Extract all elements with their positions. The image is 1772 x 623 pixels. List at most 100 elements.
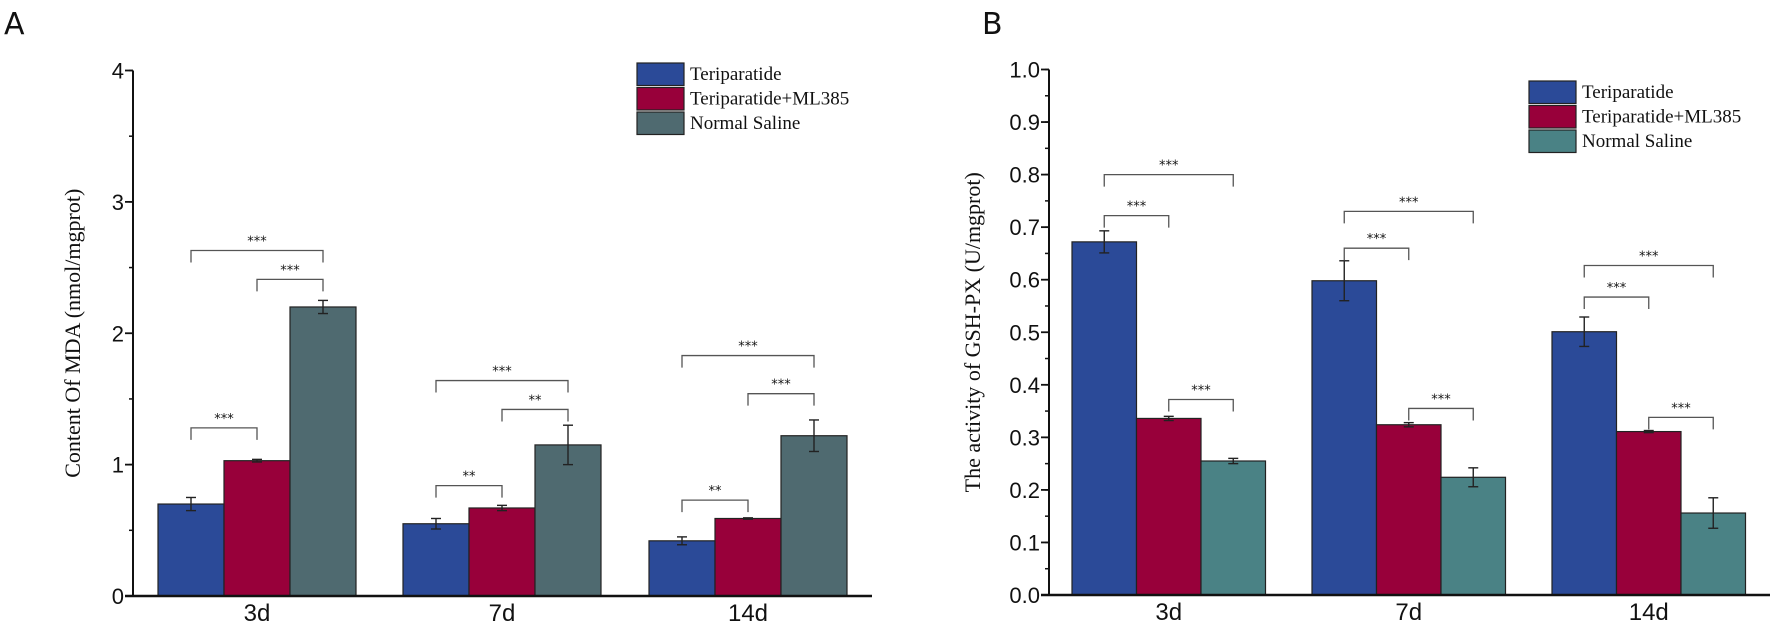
bar-teriparatide-3d [1071, 241, 1138, 596]
error-bar [318, 299, 328, 315]
bar-saline_b-3d [1200, 460, 1267, 596]
significance-label: *** [1431, 392, 1451, 407]
bar-teriparatide-7d [402, 523, 470, 597]
x-tick-label: 7d [489, 600, 516, 623]
error-bar [563, 424, 573, 466]
significance-bracket [190, 249, 324, 263]
bar-teriparatide_ml385-7d [468, 507, 536, 597]
error-bar [809, 419, 819, 453]
significance-bracket [190, 427, 258, 440]
error-bar [1403, 421, 1414, 428]
significance-label: *** [280, 263, 300, 278]
error-bar [677, 536, 687, 546]
significance-label: ** [529, 393, 543, 408]
error-bar [186, 496, 196, 512]
significance-label: ** [709, 484, 723, 499]
y-axis-label: The activity of GSH-PX (U/mgprot) [960, 172, 985, 492]
bar-saline_a-14d [780, 435, 848, 597]
legend-swatch-teriparatide [1528, 80, 1577, 105]
legend-swatch-teriparatide_ml385 [636, 86, 685, 111]
bar-teriparatide-3d [157, 503, 225, 597]
error-bar [252, 458, 262, 463]
significance-label: *** [771, 378, 791, 393]
error-bar [1579, 316, 1590, 348]
y-tick-label: 2 [112, 321, 124, 346]
y-tick-label: 1.0 [1009, 58, 1040, 83]
significance-bracket [747, 393, 815, 406]
significance-bracket [1168, 398, 1234, 412]
legend: Teriparatide Teriparatide+ML385 Normal Sal… [1528, 80, 1741, 154]
error-bar [743, 517, 753, 520]
legend-label: Teriparatide+ML385 [690, 89, 849, 110]
bar-saline_b-7d [1440, 476, 1507, 596]
error-bar [1339, 260, 1350, 302]
significance-bracket [1583, 264, 1714, 278]
significance-label: *** [1671, 401, 1691, 416]
legend-label: Normal Saline [690, 113, 800, 134]
significance-bracket [1408, 407, 1474, 421]
y-tick-label: 4 [112, 59, 124, 84]
legend-label: Teriparatide [690, 64, 782, 85]
significance-label: *** [1191, 384, 1211, 399]
chart-panel-b: *** *** *** *** *** *** *** *** *** 0.0 0.1 0.2 0.3 0… [960, 58, 1770, 623]
error-bar [431, 517, 441, 530]
legend-label: Teriparatide+ML385 [1582, 107, 1741, 128]
bar-saline_a-7d [534, 444, 602, 597]
legend-swatch-teriparatide [636, 62, 685, 87]
significance-bracket [1343, 247, 1410, 261]
y-axis-label: Content Of MDA (nmol/mgprot) [60, 189, 85, 478]
significance-bracket [1343, 210, 1474, 224]
x-tick-label: 3d [244, 600, 271, 623]
significance-label: *** [247, 234, 267, 249]
y-tick-label: 0.9 [1009, 110, 1040, 135]
bar-teriparatide_ml385-14d [1615, 430, 1682, 596]
error-bar [1708, 497, 1719, 529]
bar-teriparatide_ml385-14d [714, 517, 782, 597]
legend: Teriparatide Teriparatide+ML385 Normal Sal… [636, 62, 849, 136]
y-tick-label: 0.4 [1009, 373, 1040, 398]
significance-label: ** [463, 470, 477, 485]
y-tick-label: 0.1 [1009, 530, 1040, 555]
significance-bracket [501, 408, 569, 422]
error-bar [1099, 230, 1110, 254]
y-tick-label: 1 [112, 453, 124, 478]
significance-bracket [681, 354, 815, 368]
significance-label: *** [1639, 250, 1659, 265]
significance-label: *** [1607, 281, 1627, 296]
bar-teriparatide-7d [1311, 280, 1378, 596]
significance-bracket [256, 278, 324, 292]
bar-teriparatide-14d [1551, 331, 1618, 596]
legend-label: Normal Saline [1582, 131, 1692, 152]
error-bar [1643, 429, 1654, 434]
significance-bracket [1648, 416, 1714, 430]
significance-label: *** [738, 340, 758, 355]
error-bar [1228, 457, 1239, 465]
legend-swatch-teriparatide_ml385 [1528, 104, 1577, 129]
y-tick-label: 0 [112, 584, 124, 609]
significance-label: *** [1367, 232, 1387, 247]
y-tick-label: 0.0 [1009, 583, 1040, 608]
significance-bracket [1103, 214, 1170, 228]
significance-bracket [681, 499, 749, 513]
bar-teriparatide_ml385-7d [1375, 424, 1442, 596]
legend-swatch-saline_a [636, 111, 685, 136]
y-tick-label: 3 [112, 190, 124, 215]
bar-teriparatide_ml385-3d [223, 460, 291, 597]
y-tick-label: 0.8 [1009, 163, 1040, 188]
panel-letter-a: A [4, 7, 25, 42]
x-tick-label: 3d [1155, 599, 1182, 623]
y-tick-label: 0.3 [1009, 425, 1040, 450]
bar-teriparatide_ml385-3d [1135, 417, 1202, 596]
significance-bracket [435, 379, 569, 393]
x-tick-label: 14d [728, 600, 768, 623]
y-tick-label: 0.2 [1009, 478, 1040, 503]
significance-label: *** [214, 412, 234, 427]
y-tick-label: 0.6 [1009, 268, 1040, 293]
bar-teriparatide-14d [648, 540, 716, 597]
x-tick-label: 14d [1629, 599, 1669, 623]
x-tick-label: 7d [1395, 599, 1422, 623]
y-tick-label: 0.5 [1009, 320, 1040, 345]
significance-label: *** [1127, 200, 1147, 215]
y-tick-label: 0.7 [1009, 215, 1040, 240]
